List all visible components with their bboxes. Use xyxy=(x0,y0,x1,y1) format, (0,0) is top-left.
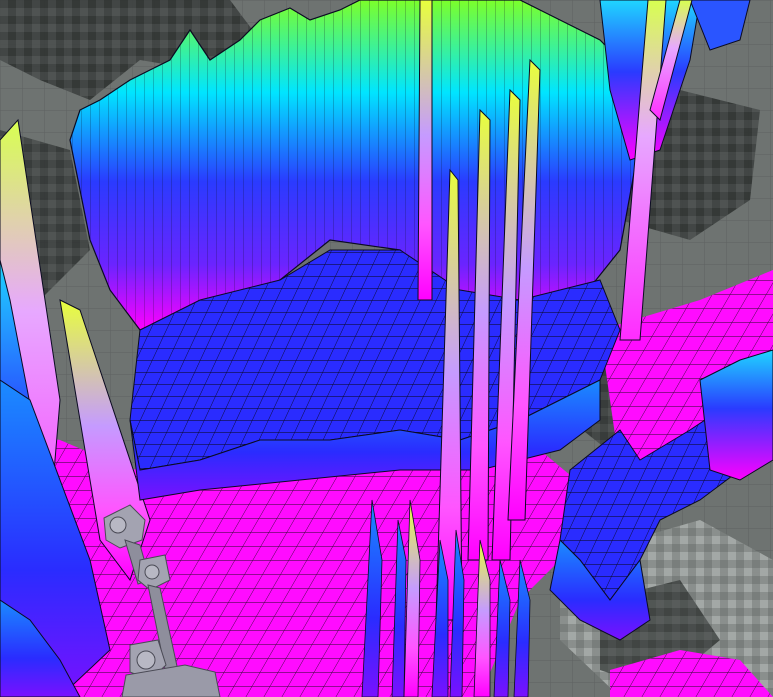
occupancy-patch-top-left xyxy=(0,0,260,100)
main-elevation-wall-lines xyxy=(70,0,640,330)
right-edge-structure xyxy=(699,349,773,481)
bottom-left-blue xyxy=(0,599,81,697)
low-elevation-bottom-right xyxy=(610,650,773,697)
spike-3 xyxy=(491,88,521,561)
robot-arm-model xyxy=(103,504,221,697)
spike-6 xyxy=(619,0,667,341)
front-spike-cluster xyxy=(361,499,531,697)
spike-2 xyxy=(467,108,491,561)
plateau-front-face xyxy=(129,379,601,501)
right-blue-front xyxy=(549,538,651,641)
far-right-wall xyxy=(689,0,751,51)
spike-7 xyxy=(649,0,693,121)
spike-4 xyxy=(507,58,541,521)
spike-5 xyxy=(417,0,433,301)
